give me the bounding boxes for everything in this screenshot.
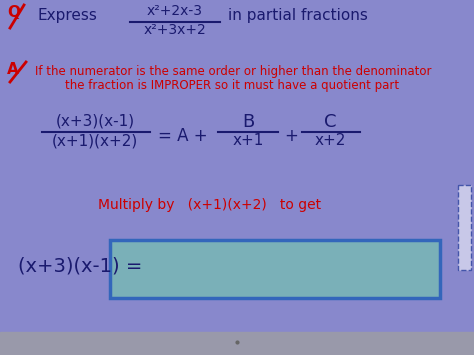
Text: x²+2x-3: x²+2x-3 — [147, 4, 203, 18]
Text: (x+3)(x-1) =: (x+3)(x-1) = — [18, 256, 142, 275]
Text: in partial fractions: in partial fractions — [228, 8, 368, 23]
Text: A: A — [7, 62, 19, 77]
Text: +: + — [284, 127, 298, 145]
Text: x²+3x+2: x²+3x+2 — [144, 23, 206, 37]
Bar — [458, 185, 471, 270]
Bar — [110, 240, 440, 298]
Text: x+1: x+1 — [232, 133, 264, 148]
Text: Express: Express — [38, 8, 98, 23]
Text: If the numerator is the same order or higher than the denominator: If the numerator is the same order or hi… — [35, 65, 431, 78]
Text: (x+3)(x-1): (x+3)(x-1) — [55, 113, 135, 128]
Text: x+2: x+2 — [314, 133, 346, 148]
Text: = A +: = A + — [158, 127, 208, 145]
Bar — [0, 332, 474, 355]
Text: Q: Q — [7, 5, 20, 20]
Text: Multiply by   (x+1)(x+2)   to get: Multiply by (x+1)(x+2) to get — [99, 198, 321, 212]
Text: C: C — [324, 113, 336, 131]
Text: the fraction is IMPROPER so it must have a quotient part: the fraction is IMPROPER so it must have… — [65, 79, 399, 92]
Text: B: B — [242, 113, 254, 131]
Text: (x+1)(x+2): (x+1)(x+2) — [52, 133, 138, 148]
